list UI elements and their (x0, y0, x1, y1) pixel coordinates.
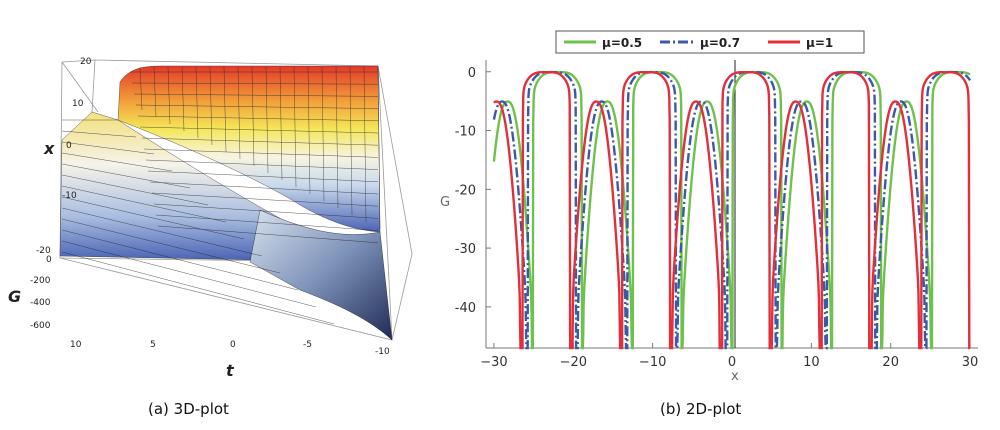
legend-box (555, 30, 865, 54)
legend-label-mu05: μ=0.5 (602, 36, 642, 50)
mesh-line (181, 66, 185, 132)
mesh-line (61, 229, 299, 291)
surface-plot-3d: 20 10 0 -10 -20 0 -200 -400 -600 10 5 0 … (8, 57, 413, 380)
mesh-line (265, 66, 269, 174)
t-tick-3d: -5 (303, 340, 312, 350)
mesh-line (279, 66, 283, 181)
mesh-line (139, 66, 143, 111)
x-tick-label: 0 (728, 355, 736, 370)
mesh-line (335, 66, 339, 209)
t-tick-3d: 5 (150, 340, 156, 350)
x-tick-label: 20 (882, 355, 899, 370)
x-tick-3d: 10 (72, 99, 84, 109)
y-tick-label: -30 (455, 242, 476, 257)
x-tick-3d: 20 (80, 57, 92, 67)
mesh-line (61, 207, 263, 257)
y-axis-label: G (440, 195, 450, 210)
y-ticks: 0 -10 -20 -30 -40 (455, 66, 491, 316)
x-tick-label: −10 (639, 355, 666, 370)
surface-drop (249, 209, 393, 341)
mesh-line (157, 225, 379, 244)
x-tick-label: 30 (962, 355, 979, 370)
legend: μ=0.5 μ=0.7 μ=1 (555, 30, 865, 54)
mesh-line (61, 130, 137, 138)
mesh-line (151, 192, 379, 207)
y-tick-label: -10 (455, 125, 476, 140)
z-tick-3d: -600 (30, 321, 51, 331)
mesh-line (237, 66, 241, 160)
mesh-line (131, 82, 379, 85)
x-axis-label: x (731, 369, 739, 384)
caption-left: (a) 3D-plot (148, 400, 229, 418)
mesh-line (321, 66, 325, 202)
t-axis-label-3d: t (226, 361, 235, 380)
legend-label-mu07: μ=0.7 (700, 36, 740, 50)
mesh-line (135, 104, 379, 109)
mesh-line (155, 214, 379, 231)
series-line (493, 70, 971, 350)
mesh-line (147, 170, 379, 183)
mesh-line (149, 181, 379, 195)
mesh-line (61, 185, 227, 223)
y-tick-label: -40 (455, 301, 476, 316)
mesh-line (61, 240, 317, 308)
mesh-line (377, 66, 381, 230)
x-tick-3d: -10 (62, 191, 77, 201)
x-tick-3d: -20 (36, 246, 51, 256)
t-tick-3d: -10 (375, 347, 390, 357)
mesh-line (363, 66, 367, 223)
x-axis-ticks-3d: 20 10 0 -10 -20 (36, 57, 92, 256)
mesh-line (61, 141, 155, 155)
z-axis-ticks-3d: 0 -200 -400 -600 (30, 255, 52, 331)
mesh-line (61, 251, 335, 325)
x-tick-label: −20 (560, 355, 587, 370)
mesh-line (61, 218, 281, 274)
x-axis-label-3d: x (43, 139, 55, 158)
mesh-line (153, 66, 157, 118)
mesh-line (61, 174, 209, 206)
mesh-line (139, 126, 379, 134)
mesh-line (307, 66, 311, 195)
t-tick-3d: 10 (70, 340, 82, 350)
mesh-line (223, 66, 227, 153)
series-line (492, 70, 972, 350)
mesh-line (251, 66, 255, 167)
mesh-line (133, 93, 379, 97)
z-tick-3d: -200 (30, 276, 51, 286)
mesh-line (293, 66, 297, 188)
z-tick-3d: 0 (46, 255, 52, 265)
mesh-line (145, 159, 379, 170)
y-tick-label: 0 (468, 66, 476, 81)
mesh-line (141, 137, 379, 146)
mesh-line (143, 148, 379, 158)
mesh-line (167, 66, 171, 125)
t-axis-ticks-3d: 10 5 0 -5 -10 (70, 340, 390, 357)
x-tick-label: 10 (803, 355, 820, 370)
y-tick-label: -20 (455, 183, 476, 198)
z-axis-label-3d: G (8, 287, 21, 306)
mesh-line (209, 66, 213, 146)
mesh-line (195, 66, 199, 139)
surface-mesh (61, 66, 381, 325)
x-ticks: −30 −20 −10 0 10 20 30 (480, 343, 978, 370)
caption-right: (b) 2D-plot (660, 400, 741, 418)
mesh-line (61, 196, 245, 240)
x-tick-3d: 0 (66, 141, 72, 151)
series-line (492, 70, 971, 350)
mesh-line (61, 163, 191, 189)
mesh-line (61, 152, 173, 172)
z-tick-3d: -400 (30, 298, 51, 308)
plot-curves (492, 70, 972, 350)
mesh-line (153, 203, 379, 219)
x-tick-label: −30 (480, 355, 507, 370)
t-tick-3d: 0 (230, 340, 236, 350)
line-plot-2d: μ=0.5 μ=0.7 μ=1 0 -10 -20 -30 -40 −30 −20 −10 0… (440, 30, 978, 384)
legend-label-mu1: μ=1 (806, 36, 833, 50)
mesh-line (349, 66, 353, 216)
mesh-line (137, 115, 379, 122)
